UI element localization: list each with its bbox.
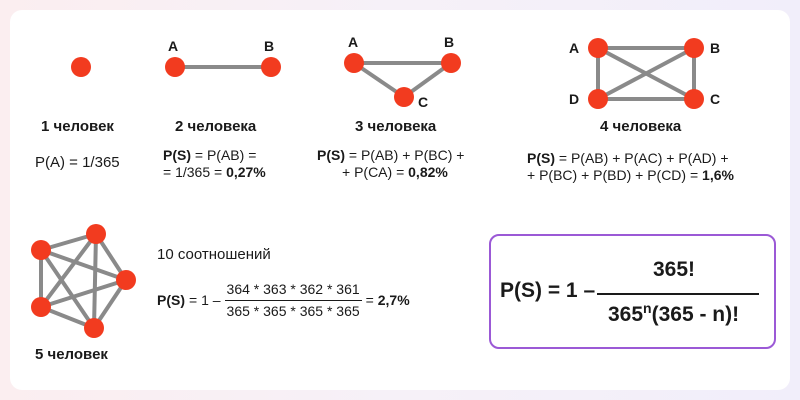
den-base: 365 [608, 303, 644, 326]
relations-count: 10 соотношений [157, 246, 271, 263]
label-b: B [264, 38, 274, 54]
edge-ac [352, 61, 406, 99]
node-4 [84, 318, 104, 338]
caption-4-persons: 4 человека [600, 118, 682, 135]
node-2 [86, 224, 106, 244]
equals-sign: = [555, 150, 571, 166]
formula-line-2: + P(BC) + P(BD) + P(CD) = [527, 167, 703, 183]
equals-sign: = [191, 147, 207, 163]
node-a [165, 57, 185, 77]
formula-line-2: = 1/365 = [163, 164, 227, 180]
node-c [684, 89, 704, 109]
result-value: 0,82% [408, 164, 448, 180]
edge-1-3 [39, 248, 128, 282]
result-value: 1,6% [702, 167, 734, 183]
node-5 [31, 297, 51, 317]
formula-line-2: + P(CA) = [342, 164, 409, 180]
caption-2-persons: 2 человека [175, 118, 257, 135]
formula-4-persons: P(S) = P(AB) + P(AC) + P(AD) + + P(BC) +… [527, 150, 734, 184]
node-a [344, 53, 364, 73]
general-formula-numerator: 365! [653, 258, 696, 281]
node-b [441, 53, 461, 73]
result-value: 0,27% [226, 164, 266, 180]
formula-line-1: P(AB) + P(AC) + P(AD) + [570, 150, 729, 166]
edge-1-4 [39, 248, 96, 330]
caption-3-persons: 3 человека [355, 118, 437, 135]
edge-2-4 [92, 232, 98, 330]
fraction-numerator: 364 * 363 * 362 * 361 [224, 281, 362, 301]
formula-3-persons: P(S) = P(AB) + P(BC) + + P(CA) = 0,82% [317, 147, 464, 181]
fraction: 364 * 363 * 362 * 361 365 * 365 * 365 * … [224, 281, 362, 320]
formula-5-persons: P(S) = 1 – 364 * 363 * 362 * 361 365 * 3… [157, 281, 410, 320]
node-d [588, 89, 608, 109]
caption-1-person: 1 человек [41, 118, 114, 135]
ps-label: P(S) [157, 292, 185, 308]
node-a [588, 38, 608, 58]
formula-1-person: P(A) = 1/365 [35, 154, 120, 171]
node-1 [31, 240, 51, 260]
equals-sign: = [345, 147, 361, 163]
label-b: B [710, 40, 720, 56]
formula-line-1: P(AB) + P(BC) + [360, 147, 465, 163]
label-c: C [710, 91, 720, 107]
ps-label: P(S) [527, 150, 555, 166]
general-formula-denominator: 365n(365 - n)! [608, 300, 739, 327]
label-b: B [444, 34, 454, 50]
label-a: A [348, 34, 358, 50]
result-value: 2,7% [377, 292, 410, 308]
den-rest: (365 - n)! [651, 303, 740, 326]
edge-bd [596, 46, 696, 101]
node-c [394, 87, 414, 107]
equals-sign: = [365, 292, 378, 308]
formula-line-1: P(AB) = [206, 147, 257, 163]
formula-prefix: = 1 – [189, 292, 221, 308]
node-3 [116, 270, 136, 290]
ps-label: P(S) [317, 147, 345, 163]
label-a: A [569, 40, 579, 56]
node-b [261, 57, 281, 77]
node-b [684, 38, 704, 58]
label-c: C [418, 94, 428, 110]
edge-2-5 [39, 232, 98, 309]
caption-5-persons: 5 человек [35, 346, 108, 363]
general-formula-box: P(S) = 1 – 365! 365n(365 - n)! [489, 234, 776, 349]
formula-2-persons: P(S) = P(AB) = = 1/365 = 0,27% [163, 147, 266, 181]
edge-3-5 [39, 278, 128, 309]
fraction-bar [597, 293, 759, 295]
label-d: D [569, 91, 579, 107]
ps-label: P(S) [163, 147, 191, 163]
node-a [71, 57, 91, 77]
label-a: A [168, 38, 178, 54]
general-formula-lhs: P(S) = 1 – [500, 279, 596, 302]
den-exponent: n [643, 300, 652, 316]
fraction-denominator: 365 * 365 * 365 * 365 [226, 303, 360, 319]
